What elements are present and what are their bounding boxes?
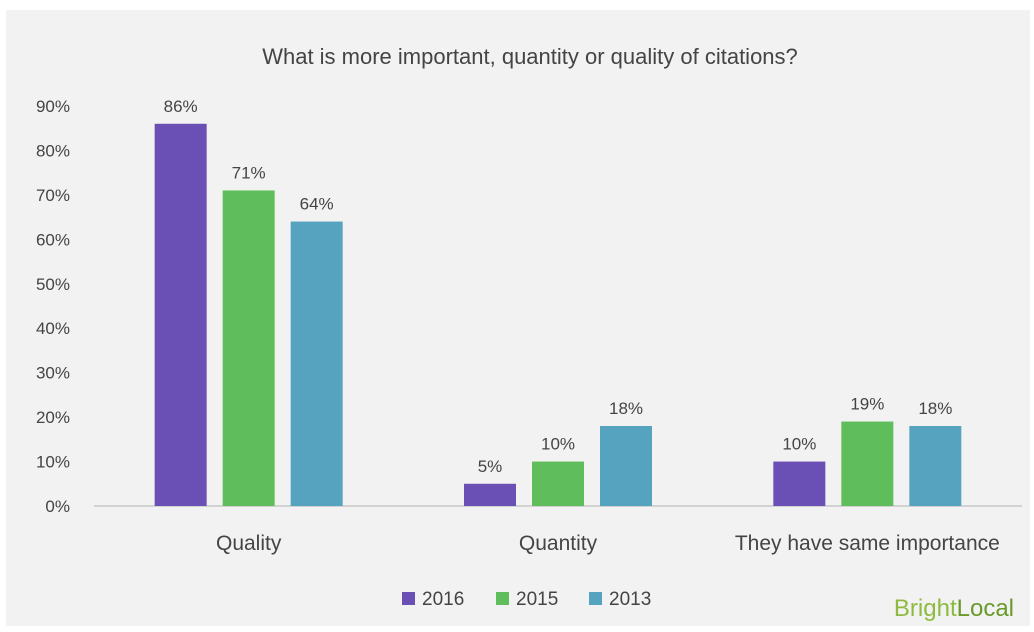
bar-2015-1 xyxy=(532,461,584,506)
data-label: 64% xyxy=(300,195,334,214)
y-tick-label: 0% xyxy=(45,497,70,516)
y-tick-label: 50% xyxy=(36,275,70,294)
data-labels: 86% 71% 64% 5% 10% 18% 10% 19% 18% xyxy=(164,97,953,476)
bars xyxy=(154,123,962,507)
y-tick-label: 40% xyxy=(36,319,70,338)
brightlocal-logo: BrightLocal xyxy=(894,595,1014,622)
bar-2015-2 xyxy=(841,421,894,506)
data-label: 10% xyxy=(541,435,575,454)
x-category-label: Quantity xyxy=(519,532,598,555)
legend-swatch-2013 xyxy=(589,592,602,605)
bar-2015-0 xyxy=(222,190,275,506)
legend-label-2016: 2016 xyxy=(422,589,464,610)
data-label: 10% xyxy=(782,435,816,454)
legend: 2016 2015 2013 xyxy=(402,589,651,610)
chart-title: What is more important, quantity or qual… xyxy=(262,44,798,69)
y-tick-label: 20% xyxy=(36,408,70,427)
data-label: 18% xyxy=(918,399,952,418)
bar-2016-2 xyxy=(773,461,826,506)
y-tick-label: 30% xyxy=(36,364,70,383)
bar-2013-1 xyxy=(600,426,652,506)
bar-2016-1 xyxy=(464,483,516,506)
logo-part-bright: Bright xyxy=(894,595,957,622)
y-tick-label: 70% xyxy=(36,186,70,205)
bar-2013-2 xyxy=(909,426,962,506)
legend-swatch-2015 xyxy=(496,592,509,605)
y-tick-label: 60% xyxy=(36,230,70,249)
y-axis: 0% 10% 20% 30% 40% 50% 60% 70% 80% 90% xyxy=(36,97,70,516)
x-axis: Quality Quantity They have same importance xyxy=(216,532,1000,555)
legend-label-2015: 2015 xyxy=(516,589,558,610)
bar-2016-0 xyxy=(154,123,207,507)
legend-swatch-2016 xyxy=(402,592,415,605)
y-tick-label: 80% xyxy=(36,141,70,160)
chart-svg: What is more important, quantity or qual… xyxy=(36,44,1022,622)
bar-2013-0 xyxy=(290,221,343,507)
y-tick-label: 10% xyxy=(36,453,70,472)
data-label: 19% xyxy=(850,395,884,414)
data-label: 5% xyxy=(478,457,503,476)
y-tick-label: 90% xyxy=(36,97,70,116)
x-category-label: They have same importance xyxy=(735,532,1000,555)
data-label: 71% xyxy=(232,163,266,182)
data-label: 86% xyxy=(164,97,198,116)
chart: What is more important, quantity or qual… xyxy=(6,10,1030,626)
legend-label-2013: 2013 xyxy=(609,589,651,610)
x-category-label: Quality xyxy=(216,532,282,555)
logo-part-local: Local xyxy=(957,595,1014,622)
svg-text:BrightLocal: BrightLocal xyxy=(894,595,1014,622)
data-label: 18% xyxy=(609,399,643,418)
